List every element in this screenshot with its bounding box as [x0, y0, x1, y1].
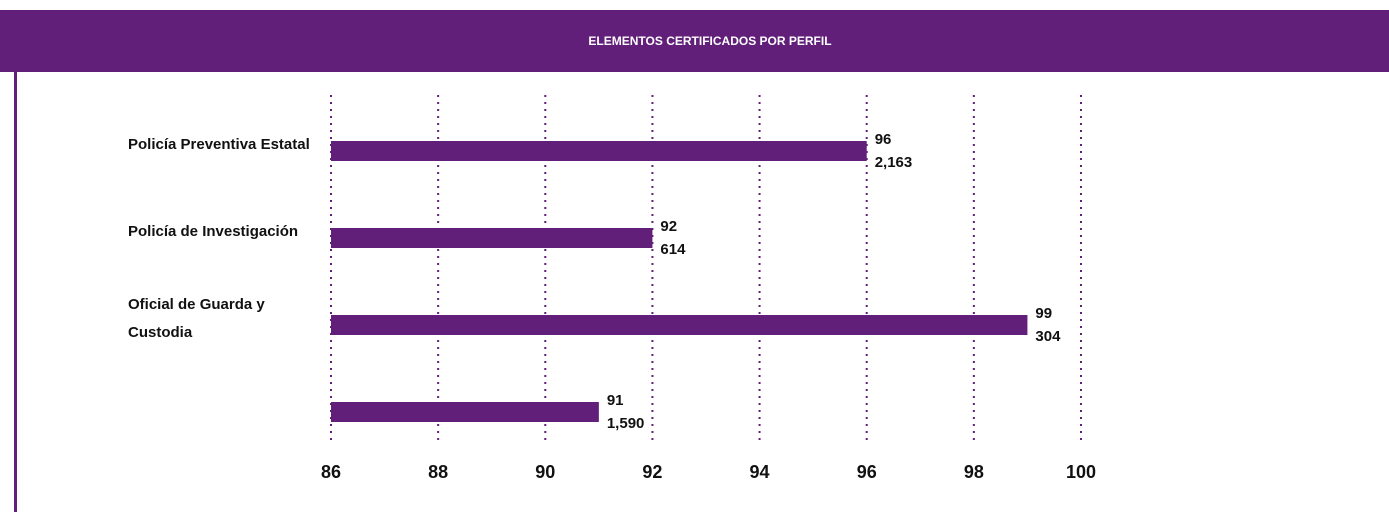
x-tick-label: 96: [857, 462, 877, 482]
category-label: Oficial de Guarda y Custodia: [128, 296, 265, 341]
value-label: 96: [875, 131, 892, 148]
x-tick-label: 92: [642, 462, 662, 482]
bar: [331, 402, 599, 422]
x-tick-label: 88: [428, 462, 448, 482]
chart-title: ELEMENTOS CERTIFICADOS POR PERFIL: [588, 34, 831, 48]
count-label: 614: [660, 241, 686, 258]
category-label: Policía Preventiva Estatal: [128, 136, 310, 153]
value-label: 92: [660, 218, 677, 235]
category-label: Policía de Investigación: [128, 223, 299, 240]
x-tick-label: 98: [964, 462, 984, 482]
bar: [331, 141, 867, 161]
left-border: [14, 72, 17, 512]
bar: [331, 315, 1028, 335]
count-label: 1,590: [607, 415, 645, 432]
count-label: 2,163: [875, 154, 913, 171]
count-label: 304: [1035, 328, 1061, 345]
value-label: 91: [607, 392, 624, 409]
value-label: 99: [1035, 305, 1052, 322]
x-tick-label: 94: [750, 462, 770, 482]
x-tick-label: 100: [1066, 462, 1096, 482]
bar: [331, 228, 653, 248]
x-tick-label: 90: [535, 462, 555, 482]
header-band: [0, 10, 1389, 72]
x-tick-label: 86: [321, 462, 341, 482]
